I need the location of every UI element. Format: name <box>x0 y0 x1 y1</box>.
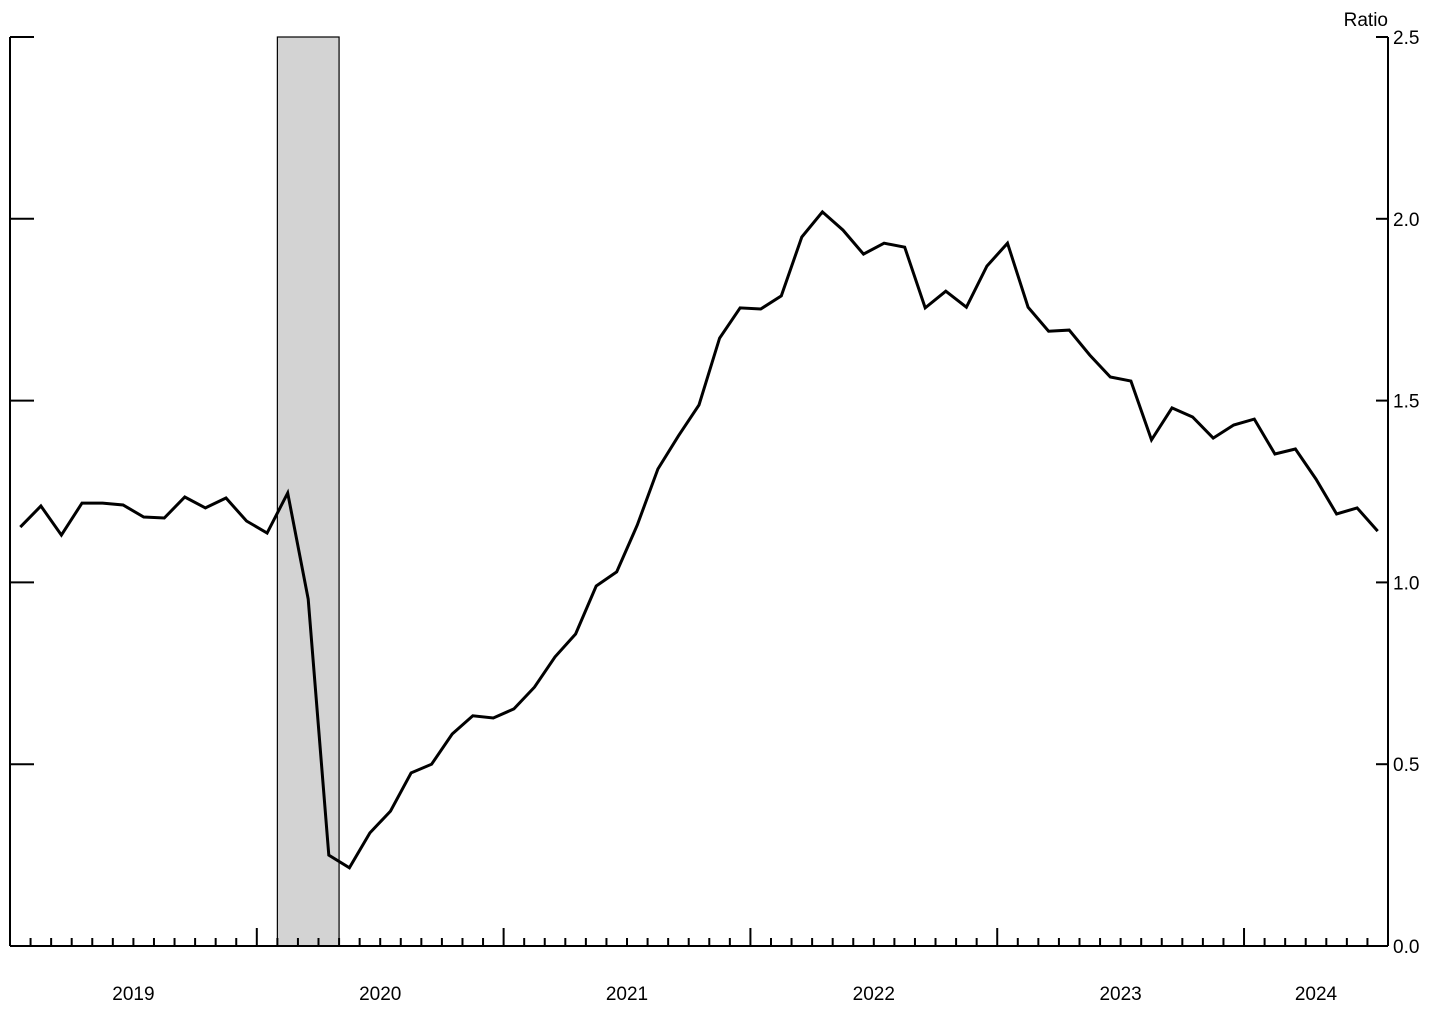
x-tick-label: 2022 <box>853 984 895 1005</box>
x-tick-label: 2024 <box>1295 984 1338 1005</box>
y-tick-label: 2.0 <box>1393 210 1419 231</box>
x-tick-label: 2019 <box>112 984 154 1005</box>
y-tick-label: 2.5 <box>1393 28 1419 49</box>
y-tick-label: 1.0 <box>1393 573 1419 594</box>
x-tick-label: 2020 <box>359 984 401 1005</box>
recession-band <box>276 36 340 947</box>
y-tick-label: 0.0 <box>1393 937 1419 958</box>
y-tick-label: 0.5 <box>1393 755 1419 776</box>
data-line <box>19 209 1379 870</box>
x-tick-label: 2023 <box>1099 984 1141 1005</box>
y-tick-label: 1.5 <box>1393 392 1419 413</box>
y-axis-label: Ratio <box>1344 10 1388 31</box>
x-tick-label: 2021 <box>606 984 648 1005</box>
